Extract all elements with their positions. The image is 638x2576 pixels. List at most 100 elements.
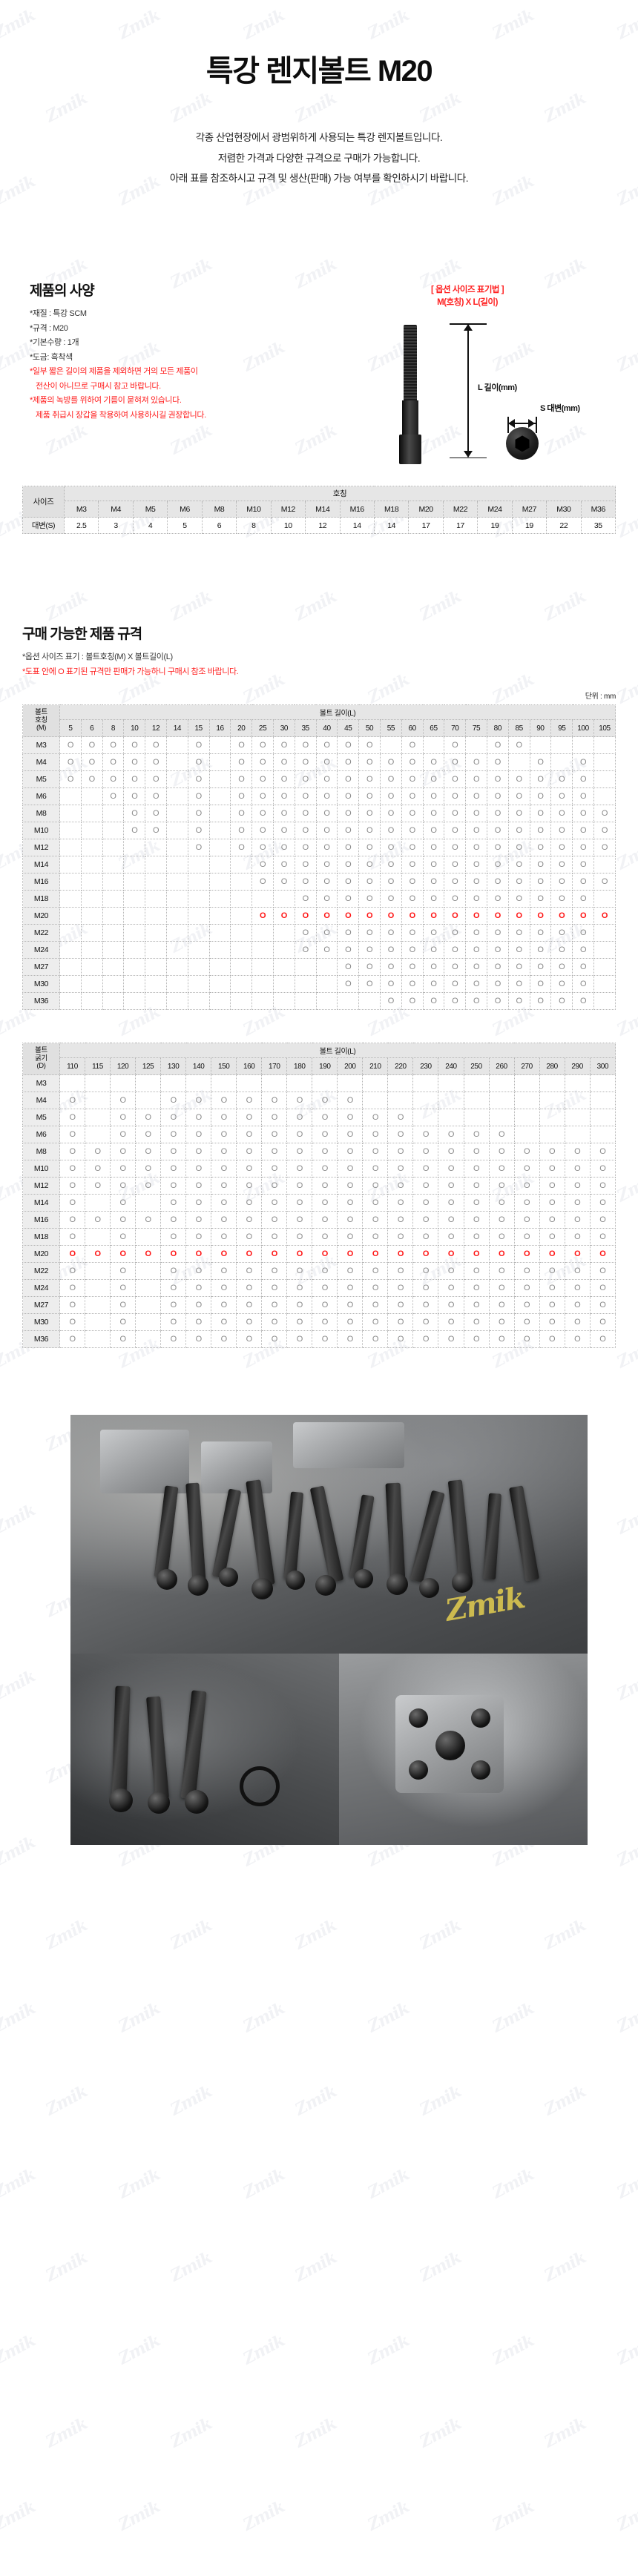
availability-cell: O: [463, 1245, 490, 1264]
available-mark-icon: O: [296, 1266, 303, 1275]
availability-cell: O: [438, 1126, 464, 1144]
availability-cell: O: [187, 770, 210, 789]
availability-cell: [80, 992, 103, 1011]
availability-cell: [294, 958, 317, 977]
availability-cell: O: [401, 873, 424, 891]
available-mark-icon: O: [409, 928, 416, 937]
hero-subtitle: 각종 산업현장에서 광범위하게 사용되는 특강 렌지볼트입니다. 저렴한 가격과…: [0, 128, 638, 189]
availability-cell: [208, 856, 231, 874]
availability-cell: O: [211, 1296, 237, 1315]
availability-cell: O: [401, 736, 424, 755]
bolt-size-row-header: M6: [22, 787, 60, 806]
available-mark-icon: O: [549, 1266, 556, 1275]
table-row: M20 O O O O O O O O O O O O O O O O O O O O O O: [22, 1245, 616, 1264]
availability-cell: O: [387, 1109, 414, 1127]
available-mark-icon: O: [516, 791, 523, 801]
table-row: M3 M4 M5 M6 M8 M10 M12 M14 M16 M18 M20 M22 M24 M27 M30…: [23, 501, 616, 518]
availability-cell: O: [379, 890, 402, 908]
availability-cell: O: [315, 839, 338, 857]
availability-cell: O: [59, 1245, 86, 1264]
available-mark-icon: O: [170, 1163, 177, 1173]
availability-cell: [165, 787, 188, 806]
availability-cell: O: [211, 1279, 237, 1298]
available-mark-icon: O: [345, 808, 352, 818]
available-mark-icon: O: [195, 1334, 203, 1344]
length-header-cell: 55: [379, 719, 402, 738]
available-mark-icon: O: [537, 996, 544, 1005]
available-mark-icon: O: [559, 825, 565, 835]
available-mark-icon: O: [516, 894, 523, 903]
available-mark-highlight-icon: O: [323, 911, 330, 920]
availability-cell: O: [59, 1109, 86, 1127]
availability-cell: O: [539, 1160, 565, 1178]
availability-cell: O: [539, 1143, 565, 1161]
available-mark-icon: O: [170, 1180, 177, 1190]
available-mark-icon: O: [296, 1180, 303, 1190]
availability-cell: O: [211, 1092, 237, 1110]
availability-cell: O: [486, 753, 509, 772]
availability-cell: [102, 873, 125, 891]
availability-notes: *옵션 사이즈 표기 : 볼트호칭(M) X 볼트길이(L) *도표 안에 O …: [22, 650, 616, 679]
availability-cell: O: [422, 856, 445, 874]
availability-cell: [507, 753, 530, 772]
availability-cell: O: [135, 1126, 162, 1144]
available-mark-icon: O: [321, 1163, 329, 1173]
availability-cell: O: [387, 1245, 414, 1264]
availability-cell: [80, 805, 103, 823]
available-mark-highlight-icon: O: [574, 1249, 581, 1258]
availability-cell: [230, 890, 253, 908]
available-mark-icon: O: [452, 774, 458, 784]
table-row: M27 O O O O O O O O O O O O O O O O O O O O: [22, 1296, 616, 1315]
available-mark-icon: O: [346, 1283, 354, 1292]
availability-cell: O: [160, 1211, 187, 1229]
availability-cell: O: [486, 873, 509, 891]
availability-cell: [513, 1074, 540, 1093]
available-mark-icon: O: [574, 1334, 581, 1344]
diagram-caption: [ 옵션 사이즈 표기법 ] M(호칭) X L(길이): [319, 284, 616, 308]
length-header-cell: 260: [488, 1057, 515, 1076]
available-mark-icon: O: [321, 1283, 329, 1292]
available-mark-icon: O: [131, 791, 138, 801]
available-mark-icon: O: [280, 842, 288, 852]
availability-cell: O: [315, 941, 338, 960]
availability-cell: O: [529, 770, 552, 789]
available-mark-icon: O: [409, 791, 416, 801]
availability-cell: O: [272, 856, 295, 874]
length-header-cell: 150: [211, 1057, 237, 1076]
available-mark-icon: O: [452, 945, 458, 954]
availability-cell: O: [286, 1160, 313, 1178]
availability-cell: O: [438, 1313, 464, 1332]
available-mark-highlight-icon: O: [397, 1249, 404, 1258]
availability-cell: O: [261, 1330, 288, 1349]
availability-cell: [208, 839, 231, 857]
bolt-top-view-icon: [506, 427, 539, 460]
available-mark-icon: O: [345, 842, 352, 852]
available-mark-icon: O: [323, 928, 330, 937]
available-mark-icon: O: [345, 774, 352, 784]
available-mark-icon: O: [409, 757, 416, 767]
available-mark-icon: O: [422, 1266, 430, 1275]
available-mark-icon: O: [549, 1300, 556, 1310]
availability-cell: O: [465, 924, 487, 942]
available-mark-icon: O: [599, 1334, 606, 1344]
availability-cell: O: [337, 736, 360, 755]
availability-cell: O: [312, 1177, 338, 1195]
available-mark-icon: O: [447, 1180, 455, 1190]
availability-cell: O: [286, 1109, 313, 1127]
availability-cell: O: [110, 1211, 137, 1229]
availability-cell: [59, 787, 82, 806]
availability-cell: [59, 958, 82, 977]
availability-cell: O: [110, 1092, 137, 1110]
availability-cell: O: [337, 975, 360, 994]
availability-cell: O: [236, 1245, 263, 1264]
availability-cell: O: [110, 1313, 137, 1332]
availability-cell: O: [422, 975, 445, 994]
watermark-text: Zmik: [240, 2164, 288, 2203]
available-mark-icon: O: [110, 740, 116, 750]
availability-cell: O: [337, 770, 360, 789]
available-mark-icon: O: [220, 1317, 228, 1327]
availability-cell: [294, 975, 317, 994]
length-header-cell: 90: [529, 719, 552, 738]
available-mark-highlight-icon: O: [422, 1249, 430, 1258]
availability-cell: [312, 1074, 338, 1093]
